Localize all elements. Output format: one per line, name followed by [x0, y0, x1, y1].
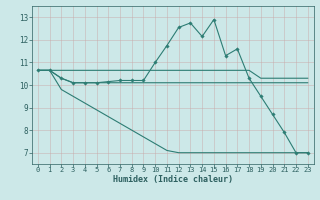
X-axis label: Humidex (Indice chaleur): Humidex (Indice chaleur) [113, 175, 233, 184]
